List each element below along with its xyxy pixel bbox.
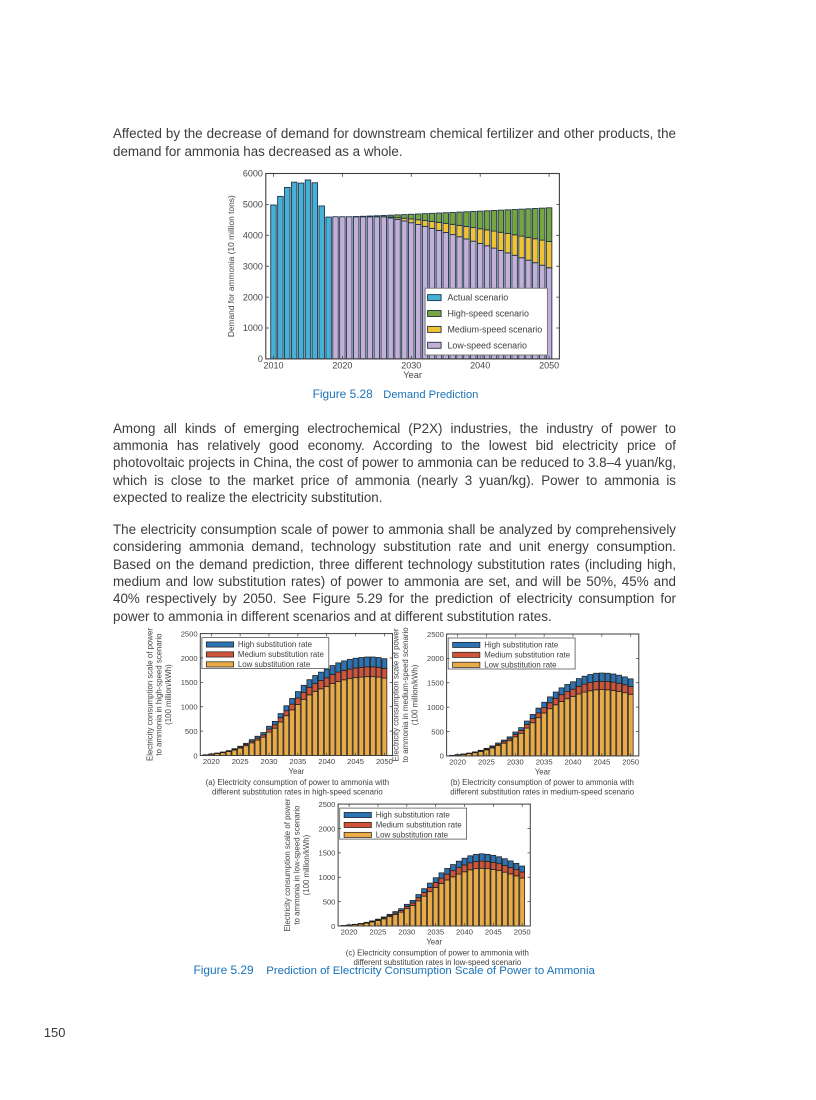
svg-text:0: 0 <box>258 354 263 364</box>
svg-text:0: 0 <box>193 751 197 760</box>
svg-text:Medium substitution rate: Medium substitution rate <box>376 821 463 830</box>
svg-text:500: 500 <box>185 727 198 736</box>
svg-text:500: 500 <box>431 727 444 736</box>
svg-text:to ammonia in high-speed scena: to ammonia in high-speed scenario <box>155 633 164 756</box>
svg-text:to ammonia in medium-speed sce: to ammonia in medium-speed scenario <box>401 627 410 763</box>
svg-text:Medium substitution rate: Medium substitution rate <box>238 650 325 659</box>
svg-text:2045: 2045 <box>485 928 502 937</box>
svg-text:to ammonia in low-speed scenar: to ammonia in low-speed scenario <box>293 805 302 925</box>
svg-text:1000: 1000 <box>318 873 335 882</box>
svg-text:2040: 2040 <box>470 360 490 370</box>
svg-text:2020: 2020 <box>449 758 466 767</box>
svg-text:2000: 2000 <box>181 654 198 663</box>
svg-text:2050: 2050 <box>514 928 531 937</box>
svg-text:Year: Year <box>426 938 442 947</box>
svg-text:(a) Electricity consumption of: (a) Electricity consumption of power to … <box>206 778 390 787</box>
svg-text:2010: 2010 <box>263 360 283 370</box>
svg-text:Electricity consumption scale: Electricity consumption scale of power <box>392 628 401 761</box>
svg-text:2025: 2025 <box>478 758 495 767</box>
svg-text:Electricity consumption scale: Electricity consumption scale of power <box>145 628 154 761</box>
svg-text:Actual scenario: Actual scenario <box>448 293 509 303</box>
svg-text:0: 0 <box>440 752 444 761</box>
svg-text:High substitution rate: High substitution rate <box>484 641 559 650</box>
svg-text:2040: 2040 <box>318 757 335 766</box>
svg-text:Electricity consumption scale: Electricity consumption scale of power <box>283 798 292 931</box>
svg-text:2050: 2050 <box>539 360 559 370</box>
svg-text:2025: 2025 <box>232 757 249 766</box>
svg-text:Medium substitution rate: Medium substitution rate <box>484 651 571 660</box>
svg-text:2000: 2000 <box>318 824 335 833</box>
svg-text:2045: 2045 <box>593 758 610 767</box>
svg-text:2500: 2500 <box>427 630 444 639</box>
svg-text:Low substitution rate: Low substitution rate <box>376 831 449 840</box>
svg-text:2035: 2035 <box>536 758 553 767</box>
svg-text:6000: 6000 <box>243 169 263 179</box>
svg-text:2035: 2035 <box>427 928 444 937</box>
svg-text:(100 million/kWh): (100 million/kWh) <box>164 664 173 725</box>
svg-text:3000: 3000 <box>243 261 263 271</box>
svg-text:(c) Electricity consumption of: (c) Electricity consumption of power to … <box>346 949 529 958</box>
svg-text:1000: 1000 <box>427 703 444 712</box>
svg-text:Low substitution rate: Low substitution rate <box>238 660 311 669</box>
svg-text:Medium-speed scenario: Medium-speed scenario <box>448 325 543 335</box>
svg-text:1000: 1000 <box>181 703 198 712</box>
svg-text:2500: 2500 <box>181 629 198 638</box>
svg-text:2020: 2020 <box>203 757 220 766</box>
svg-text:2020: 2020 <box>332 360 352 370</box>
svg-text:Year: Year <box>535 768 551 777</box>
svg-text:Low-speed scenario: Low-speed scenario <box>448 340 527 350</box>
svg-text:High substitution rate: High substitution rate <box>376 811 451 820</box>
svg-text:Year: Year <box>403 370 422 380</box>
svg-text:500: 500 <box>323 897 336 906</box>
svg-text:2020: 2020 <box>341 928 358 937</box>
svg-text:0: 0 <box>331 922 335 931</box>
svg-text:different substitution rates i: different substitution rates in medium-s… <box>450 787 634 796</box>
svg-text:Low substitution rate: Low substitution rate <box>484 661 557 670</box>
svg-text:4000: 4000 <box>243 231 263 241</box>
svg-text:1500: 1500 <box>318 849 335 858</box>
svg-text:different substitution rates i: different substitution rates in low-spee… <box>353 958 521 967</box>
svg-text:2025: 2025 <box>369 928 386 937</box>
svg-text:2040: 2040 <box>456 928 473 937</box>
svg-text:2000: 2000 <box>243 292 263 302</box>
svg-text:2040: 2040 <box>565 758 582 767</box>
svg-text:2030: 2030 <box>401 360 421 370</box>
svg-text:1500: 1500 <box>427 679 444 688</box>
svg-text:2050: 2050 <box>622 758 639 767</box>
svg-text:2030: 2030 <box>398 928 415 937</box>
svg-text:2030: 2030 <box>507 758 524 767</box>
svg-text:High-speed scenario: High-speed scenario <box>448 309 529 319</box>
svg-text:Year: Year <box>289 767 305 776</box>
svg-text:1000: 1000 <box>243 323 263 333</box>
svg-text:2500: 2500 <box>318 800 335 809</box>
svg-text:(100 million/kWh): (100 million/kWh) <box>410 664 419 725</box>
svg-text:(100 million/kWh): (100 million/kWh) <box>302 834 311 895</box>
svg-text:2045: 2045 <box>347 757 364 766</box>
svg-text:2035: 2035 <box>289 757 306 766</box>
svg-text:Demand for ammonia (10 million: Demand for ammonia (10 million tons) <box>226 195 236 337</box>
svg-text:2000: 2000 <box>427 654 444 663</box>
svg-text:2050: 2050 <box>376 757 393 766</box>
svg-text:5000: 5000 <box>243 200 263 210</box>
svg-text:2030: 2030 <box>261 757 278 766</box>
svg-text:1500: 1500 <box>181 678 198 687</box>
svg-text:High substitution rate: High substitution rate <box>238 640 313 649</box>
svg-text:(b) Electricity consumption of: (b) Electricity consumption of power to … <box>450 778 634 787</box>
svg-text:different substitution rates i: different substitution rates in high-spe… <box>212 787 383 796</box>
